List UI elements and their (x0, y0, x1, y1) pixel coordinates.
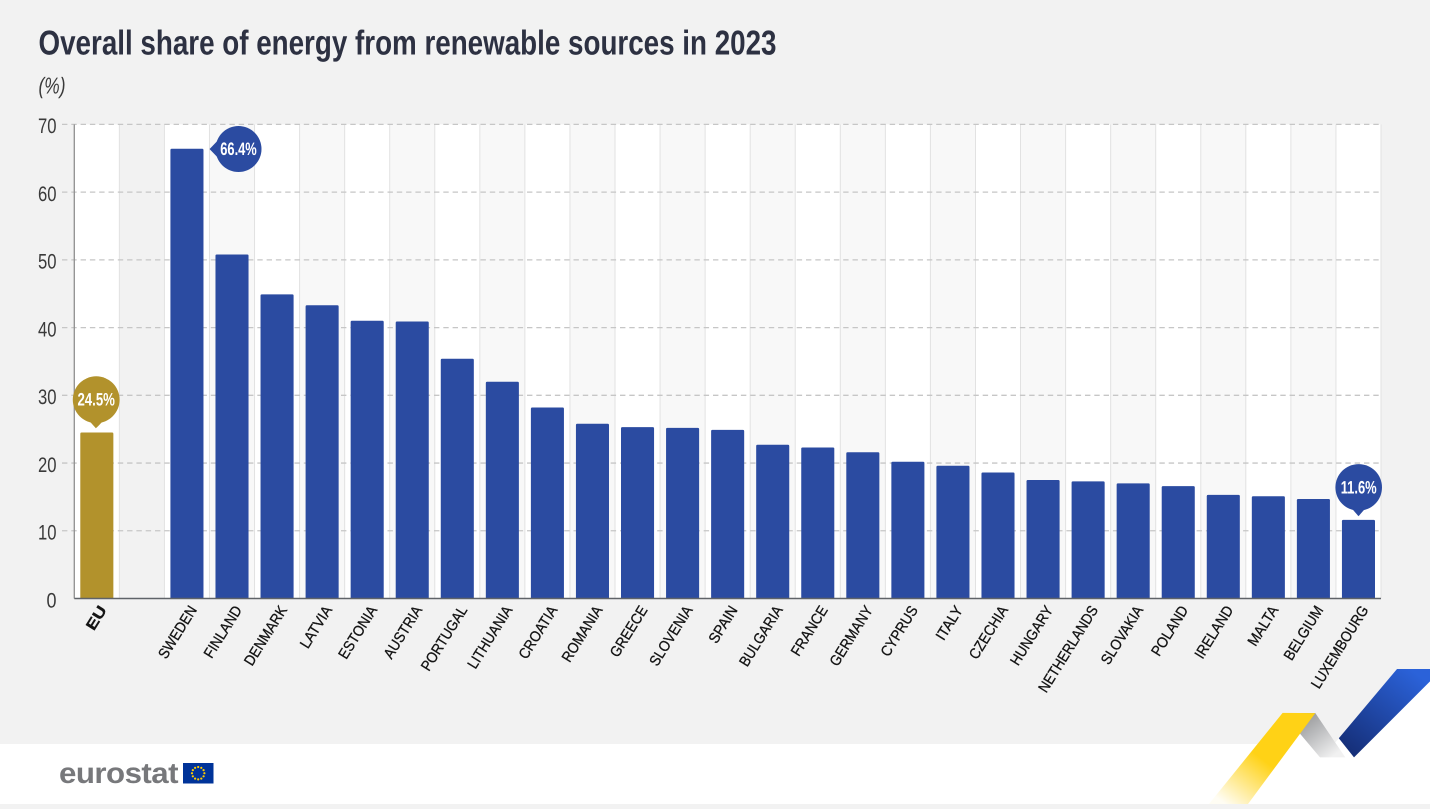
svg-text:40: 40 (38, 318, 57, 341)
svg-text:(%): (%) (39, 73, 66, 99)
svg-text:70: 70 (38, 115, 57, 138)
svg-text:60: 60 (38, 183, 57, 206)
svg-text:30: 30 (38, 386, 57, 409)
svg-text:eurostat: eurostat (59, 758, 179, 790)
svg-text:Overall share of energy from r: Overall share of energy from renewable s… (39, 24, 777, 62)
svg-text:10: 10 (38, 522, 57, 545)
svg-text:11.6%: 11.6% (1341, 477, 1377, 497)
svg-text:66.4%: 66.4% (220, 139, 257, 159)
svg-text:24.5%: 24.5% (77, 390, 115, 410)
svg-text:0: 0 (47, 589, 57, 612)
svg-text:20: 20 (38, 454, 57, 477)
svg-text:50: 50 (38, 251, 57, 274)
